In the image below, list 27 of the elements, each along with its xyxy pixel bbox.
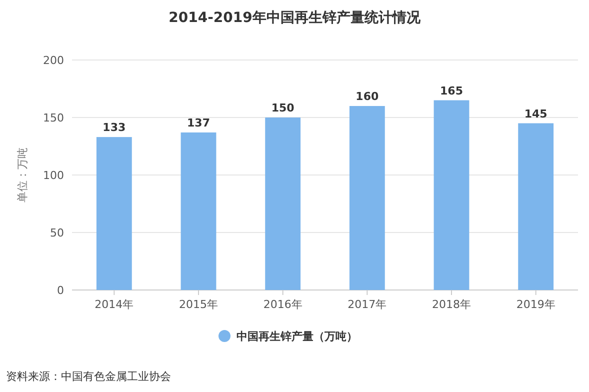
data-label: 137 [187,116,210,130]
chart-title: 2014-2019年中国再生锌产量统计情况 [168,9,422,26]
x-tick-label: 2014年 [94,298,134,311]
x-tick-label: 2015年 [179,298,218,311]
x-tick-label: 2018年 [432,298,471,311]
text: 资料来源：中国有色金属工业协会 [6,370,171,383]
y-tick-label: 0 [57,284,64,297]
y-tick-label: 100 [43,169,64,182]
y-tick-label: 150 [43,112,64,124]
data-label: 133 [102,121,126,134]
data-label: 150 [271,102,295,114]
bar [180,132,216,290]
x-tick-label: 2019年 [516,298,556,311]
bar [96,137,132,290]
bar [518,123,554,290]
y-tick-label: 200 [43,54,64,67]
bar [265,118,301,290]
bar [349,106,385,290]
x-tick-label: 2017年 [348,298,387,311]
bar [434,100,470,290]
data-label: 145 [524,107,548,120]
y-tick-label: 50 [50,226,64,240]
legend-label: 中国再生锌产量（万吨） [236,330,358,343]
y-axis-title: 单位：万吨 [16,148,29,202]
data-label: 160 [356,90,379,103]
data-label: 165 [440,84,463,98]
x-tick-label: 2016年 [263,298,302,311]
